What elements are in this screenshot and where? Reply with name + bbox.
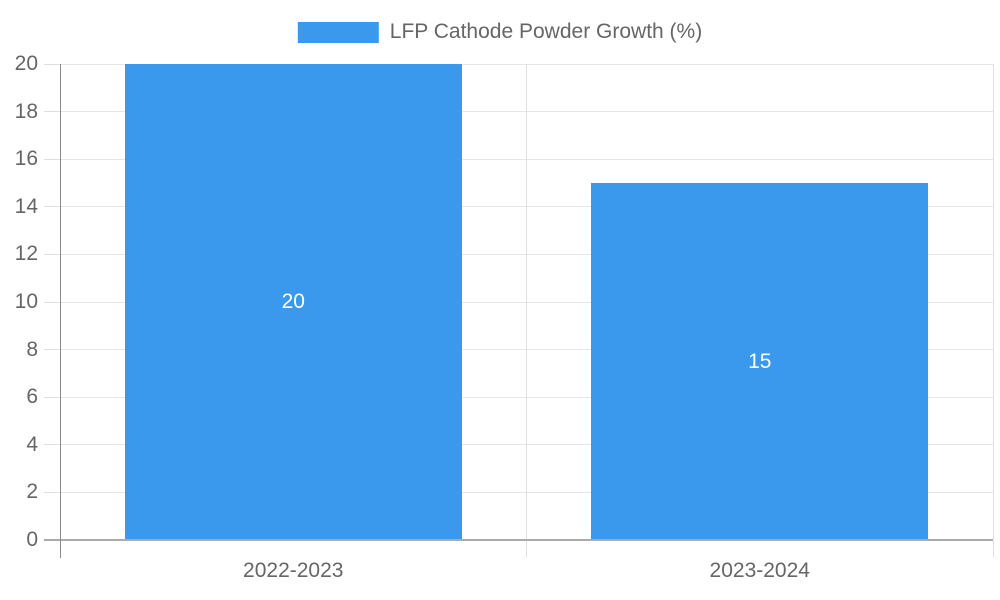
x-tick	[992, 541, 994, 557]
bar[interactable]: 20	[124, 64, 462, 540]
y-tick-label: 8	[26, 337, 38, 361]
y-tick-label: 0	[26, 528, 38, 551]
y-tick	[44, 253, 60, 255]
y-tick-label: 20	[14, 52, 38, 75]
y-tick	[44, 444, 60, 446]
y-tick-label: 10	[14, 290, 38, 313]
category-boundary-line	[526, 64, 527, 540]
x-tick-label: 2022-2023	[243, 559, 344, 582]
y-tick-label: 12	[14, 242, 38, 266]
x-tick	[526, 541, 527, 557]
y-tick-label: 14	[14, 194, 38, 218]
y-tick	[44, 206, 60, 208]
y-tick-label: 2	[26, 480, 38, 504]
y-tick	[44, 349, 60, 351]
y-axis-line	[60, 64, 61, 558]
x-tick-label: 2023-2024	[709, 559, 810, 582]
y-tick-label: 6	[26, 385, 38, 409]
legend-swatch	[297, 21, 379, 43]
y-tick	[44, 111, 60, 113]
y-tick-label: 16	[14, 147, 38, 171]
x-axis-line	[44, 539, 993, 541]
bar[interactable]: 15	[591, 183, 929, 540]
bar-value-label: 15	[748, 349, 772, 373]
y-tick	[44, 396, 60, 398]
y-tick	[44, 491, 60, 493]
y-tick	[44, 158, 60, 160]
legend[interactable]: LFP Cathode Powder Growth (%)	[297, 20, 703, 44]
y-tick	[44, 301, 60, 303]
legend-label: LFP Cathode Powder Growth (%)	[389, 20, 703, 43]
y-tick-label: 4	[26, 432, 38, 456]
bar-value-label: 20	[281, 290, 305, 313]
category-boundary-line	[992, 64, 994, 540]
y-tick-label: 18	[14, 99, 38, 123]
y-tick	[44, 63, 60, 65]
